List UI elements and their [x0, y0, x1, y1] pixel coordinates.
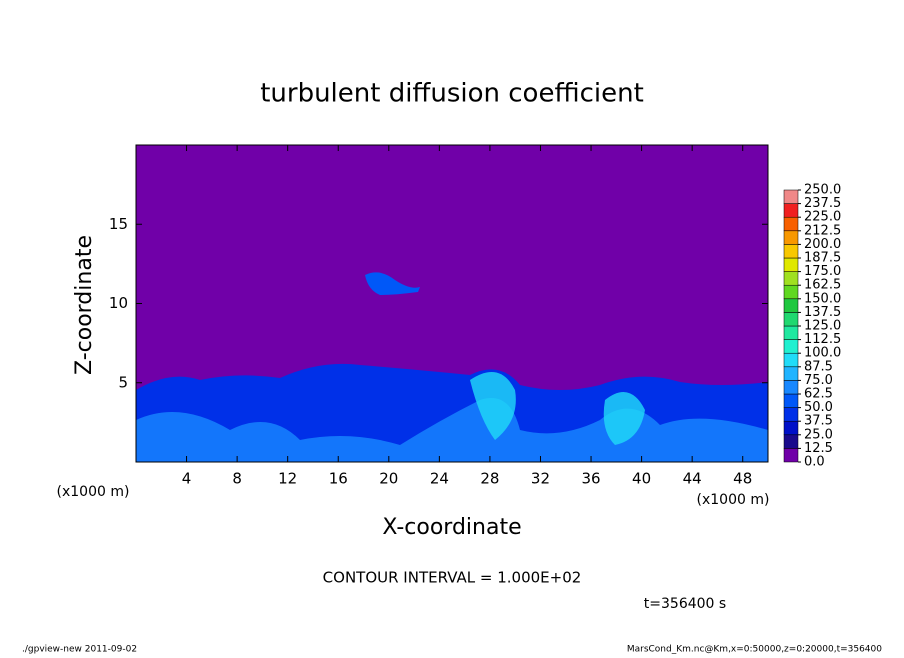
colorbar-cell [783, 298, 799, 313]
colorbar-cell [783, 230, 799, 245]
colorbar-cell [783, 352, 799, 368]
colorbar-label: 175.0 [804, 264, 841, 279]
y-axis-unit: (x1000 m) [57, 484, 130, 500]
colorbar-label: 62.5 [804, 387, 833, 402]
colorbar-label: 150.0 [804, 291, 841, 306]
y-axis-label: Z-coordinate [72, 235, 97, 375]
x-tick-label: 44 [683, 470, 702, 488]
x-tick-label: 24 [430, 470, 449, 488]
colorbar-label: 87.5 [804, 359, 833, 374]
x-tick-label: 8 [232, 470, 242, 488]
colorbar-label: 50.0 [804, 400, 833, 415]
chart-title: turbulent diffusion coefficient [260, 79, 644, 109]
footer-left: ./gpview-new 2011-09-02 [22, 645, 137, 655]
field-texture [365, 272, 420, 295]
colorbar-cell [783, 244, 799, 259]
contour-interval: CONTOUR INTERVAL = 1.000E+02 [323, 569, 582, 587]
footer-right: MarsCond_Km.nc@Km,x=0:50000,z=0:20000,t=… [627, 645, 882, 655]
x-tick-label: 40 [632, 470, 651, 488]
colorbar-label: 212.5 [804, 223, 841, 238]
x-axis-label: X-coordinate [382, 515, 521, 540]
x-tick-label: 28 [480, 470, 499, 488]
colorbar-label: 37.5 [804, 414, 833, 429]
colorbar-label: 225.0 [804, 210, 841, 225]
colorbar-cell [783, 339, 799, 354]
x-tick-label: 20 [379, 470, 398, 488]
x-tick-label: 4 [182, 470, 192, 488]
colorbar-label: 100.0 [804, 346, 841, 361]
x-axis-unit: (x1000 m) [697, 492, 770, 508]
field [136, 145, 768, 462]
colorbar-label: 237.5 [804, 196, 841, 211]
x-tick-label: 48 [733, 470, 752, 488]
colorbar-cell [783, 325, 799, 340]
y-tick-label: 10 [109, 294, 128, 312]
field-texture [470, 372, 516, 440]
colorbar-label: 250.0 [804, 183, 841, 198]
colorbar-label: 25.0 [804, 427, 833, 442]
colorbar-label: 112.5 [804, 332, 841, 347]
colorbar-cell [783, 203, 799, 218]
colorbar-label: 137.5 [804, 305, 841, 320]
colorbar-label: 200.0 [804, 237, 841, 252]
colorbar-label: 12.5 [804, 441, 833, 456]
x-tick-label: 12 [278, 470, 297, 488]
colorbar-label: 75.0 [804, 373, 833, 388]
time-label: t=356400 s [644, 596, 726, 612]
colorbar-label: 162.5 [804, 278, 841, 293]
colorbar-cell [783, 257, 799, 272]
colorbar-cell [783, 284, 799, 300]
colorbar-cell [783, 312, 799, 327]
colorbar-cell [783, 434, 799, 449]
colorbar-cell [783, 271, 799, 286]
x-tick-label: 16 [329, 470, 348, 488]
colorbar-label: 0.0 [804, 455, 825, 470]
colorbar-cell [783, 366, 799, 381]
y-tick-label: 15 [109, 215, 128, 233]
x-tick-label: 36 [581, 470, 600, 488]
colorbar-label: 125.0 [804, 319, 841, 334]
colorbar-cell [783, 393, 799, 408]
colorbar-cell [783, 189, 799, 204]
colorbar-cell [783, 407, 799, 422]
colorbar-label: 187.5 [804, 251, 841, 266]
colorbar-cell [783, 216, 799, 232]
field-texture [603, 392, 645, 445]
y-tick-label: 5 [118, 373, 128, 391]
colorbar-cell [783, 448, 799, 463]
colorbar-cell [783, 420, 799, 436]
colorbar-cell [783, 380, 799, 395]
x-tick-label: 32 [531, 470, 550, 488]
